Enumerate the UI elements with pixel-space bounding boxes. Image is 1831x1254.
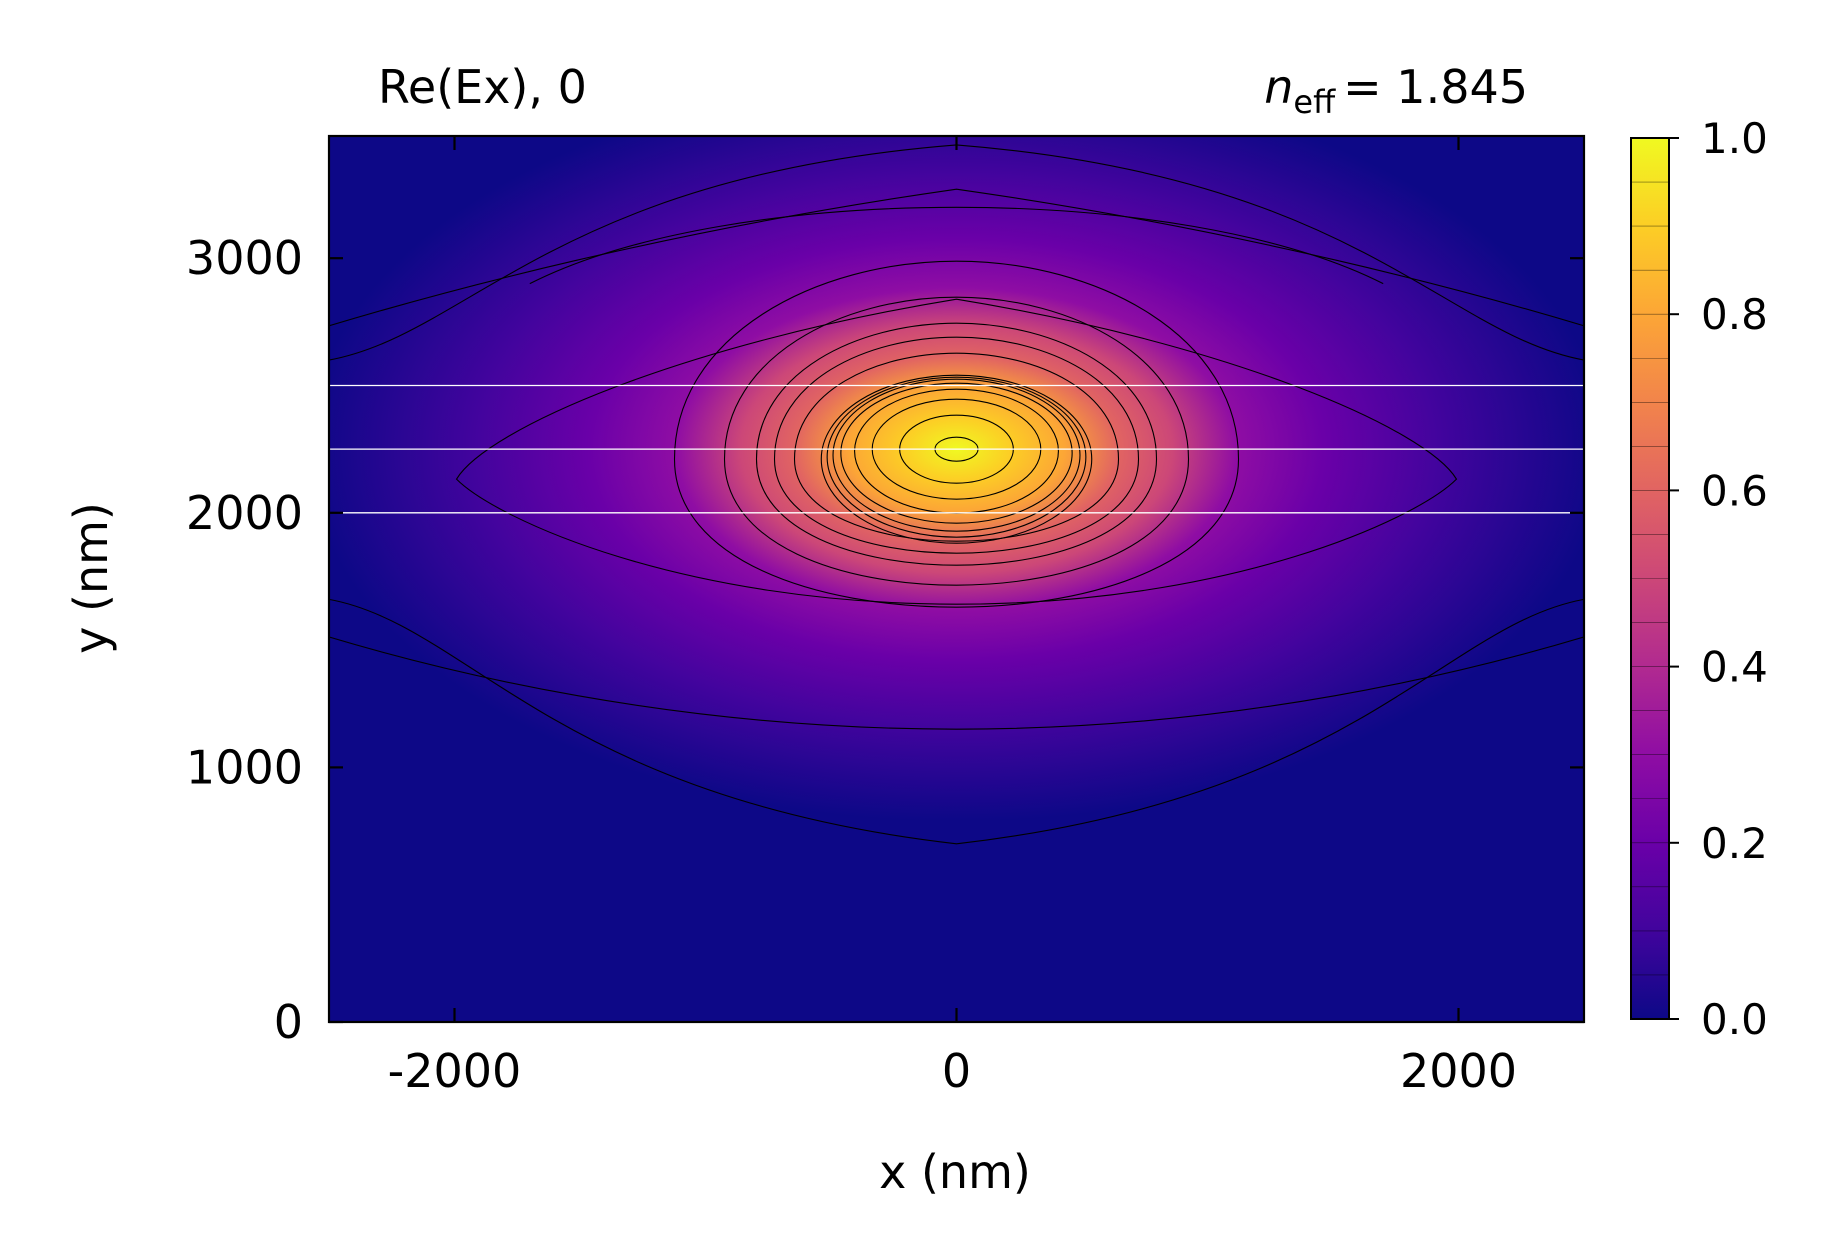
- contour-ring: [820, 374, 1093, 544]
- contour-ring: [826, 376, 1087, 538]
- contour-lobe: [773, 336, 1140, 554]
- x-tick-label: 0: [942, 1044, 971, 1098]
- contour-ring: [832, 378, 1081, 532]
- field-heatmap: [329, 136, 1584, 1022]
- layer-boundary-lines: [329, 384, 1584, 514]
- title-right-symbol: n: [1264, 60, 1293, 114]
- colorbar-tick-label: 0.0: [1701, 995, 1768, 1044]
- contour-open: [529, 206, 1384, 285]
- title-right-value: = 1.845: [1343, 60, 1528, 114]
- x-tick-label: -2000: [388, 1044, 522, 1098]
- y-axis-ticks: 0 1000 2000 3000: [186, 231, 1584, 1049]
- y-tick-label: 1000: [186, 740, 303, 794]
- contour-outer: [455, 298, 1458, 605]
- y-tick-label: 2000: [186, 486, 303, 540]
- colorbar-ticks: 0.0 0.2 0.4 0.6 0.8 1.0: [1669, 114, 1768, 1044]
- x-axis-ticks: -2000 0 2000: [388, 136, 1517, 1098]
- contour-lobe: [673, 260, 1240, 608]
- title-left: Re(Ex), 0: [378, 60, 587, 114]
- title-right: neff = 1.845: [1264, 60, 1528, 121]
- x-axis-label: x (nm): [879, 1145, 1031, 1199]
- y-tick-label: 0: [274, 995, 303, 1049]
- colorbar-frame: [1630, 137, 1670, 1020]
- colorbar: 0.0 0.2 0.4 0.6 0.8 1.0: [1630, 114, 1768, 1044]
- contour-ring: [840, 382, 1073, 524]
- colorbar-tick-label: 0.2: [1701, 819, 1768, 868]
- colorbar-tick-label: 0.8: [1701, 290, 1768, 339]
- contour-lobe: [723, 296, 1190, 586]
- contour-open: [329, 598, 1584, 845]
- contour-lobe: [793, 352, 1120, 542]
- colorbar-tick-label: 0.4: [1701, 643, 1768, 692]
- title-right-subscript: eff: [1293, 83, 1336, 121]
- contour-lobe: [755, 322, 1158, 566]
- y-axis-label: y (nm): [64, 502, 118, 654]
- colorbar-tick-label: 0.6: [1701, 466, 1768, 515]
- y-tick-label: 3000: [186, 231, 303, 285]
- plot-area: [329, 136, 1584, 1022]
- contour-outer: [329, 188, 1584, 730]
- colorbar-tick-label: 1.0: [1701, 114, 1768, 163]
- colorbar-level-lines: [1631, 181, 1669, 976]
- x-tick-label: 2000: [1400, 1044, 1517, 1098]
